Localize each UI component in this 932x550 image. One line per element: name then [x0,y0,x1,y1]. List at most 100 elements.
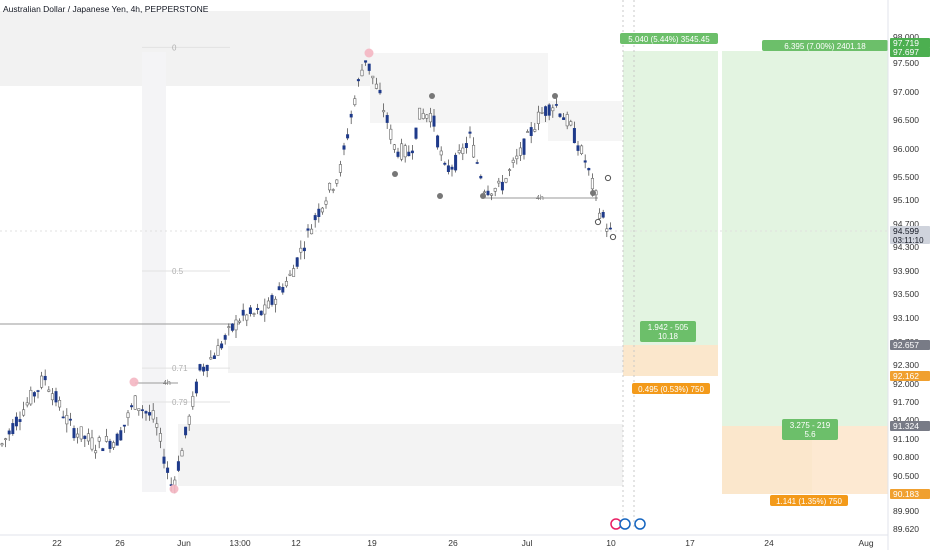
candle [486,185,490,197]
candle-body [79,426,83,440]
candle-body [295,257,299,267]
badge-text: 6.395 (7.00%) 2401.18 [784,42,866,51]
fib-label-1: 0.5 [172,267,184,276]
candle [79,426,83,443]
candle [292,264,296,277]
candle [158,427,162,449]
candle [191,391,195,410]
candle-body [598,212,602,219]
candle-body [461,147,465,154]
candle [166,461,170,480]
candle-body [583,160,587,163]
badge-bg [770,495,848,506]
candle [554,98,558,108]
candle-body [338,164,342,173]
candle [526,129,530,133]
y-tick-label-9: 93.900 [893,266,919,276]
candle-body [302,247,306,252]
candle [126,409,130,426]
candle-body [241,309,245,316]
candle [346,128,350,141]
candle [382,103,386,118]
candle-body [32,392,36,397]
candle [11,419,15,436]
candle-body [284,281,288,287]
candle-body [270,295,274,305]
y-tick-label-0: 98.000 [893,32,919,42]
candle [223,333,227,345]
candle-body [468,131,472,134]
demand-zone-1 [228,346,623,373]
candle [425,114,429,123]
y-tick-label-13: 92.300 [893,360,919,370]
candle [331,188,335,194]
candle [353,95,357,107]
candle [281,283,285,295]
candle [360,63,364,77]
y-tick-label-4: 96.000 [893,144,919,154]
candle [187,414,191,431]
candle-body [144,411,148,414]
x-tick-label-6: 26 [448,538,458,548]
candle-body [378,89,382,94]
price-label-bg [890,226,930,244]
candle [7,428,11,441]
candle-body [385,115,389,123]
candle-body [202,366,206,372]
y-tick-label-10: 93.500 [893,289,919,299]
candle-body [104,436,108,442]
candle-body [11,423,15,435]
candle-body [18,419,22,422]
candle-body [565,114,569,127]
stop-badge-1: 0.495 (0.53%) 750 [632,383,710,394]
candle [547,103,551,121]
chart-title: Australian Dollar / Japanese Yen, 4h, PE… [3,4,209,14]
pivot-ring-2 [609,233,617,241]
candle-body [22,409,26,416]
candle [259,310,263,317]
candle [65,408,69,433]
candle-body [115,433,119,446]
candle [454,152,458,173]
candle [277,282,281,291]
candle-body [558,113,562,117]
candle-body [569,121,573,126]
x-tick-label-1: 26 [115,538,125,548]
candle-body [0,443,4,446]
candle-body [173,479,177,486]
fib-label-0: 0 [172,43,177,52]
y-tick-label-15: 91.700 [893,397,919,407]
candle-body [518,147,522,156]
candle-body [364,60,368,63]
candle-body [101,448,105,452]
x-tick-label-4: 12 [291,538,301,548]
candle [43,369,47,386]
candle [493,187,497,197]
x-tick-label-2: Jun [177,538,191,548]
candle [310,224,314,235]
price-label-bg [890,489,930,499]
candle-body [191,396,195,407]
candle-body [403,145,407,158]
candle-body [590,178,594,190]
price-label-6: 90.183 [890,489,930,499]
candle [263,298,267,322]
badge-bg [620,33,718,44]
candle [18,411,22,431]
price-label-text: 94.599 [893,226,919,236]
candle-body [504,178,508,183]
candle-body [522,138,526,155]
candle-body [328,182,332,191]
candle-body [230,323,234,331]
candle [414,127,418,140]
candle-body [4,438,8,441]
candle-body [313,215,317,221]
candle-body [248,307,252,314]
candle [248,304,252,317]
candle [583,154,587,169]
candle [605,223,609,238]
candle-body [572,128,576,144]
